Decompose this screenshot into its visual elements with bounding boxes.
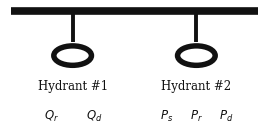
Text: Hydrant #2: Hydrant #2 bbox=[161, 80, 231, 93]
Text: $P_s$: $P_s$ bbox=[160, 109, 174, 124]
Text: Hydrant #1: Hydrant #1 bbox=[38, 80, 108, 93]
Circle shape bbox=[178, 46, 215, 65]
Text: $Q_d$: $Q_d$ bbox=[86, 109, 102, 124]
Text: $P_r$: $P_r$ bbox=[190, 109, 203, 124]
Text: $P_d$: $P_d$ bbox=[219, 109, 233, 124]
Text: $Q_r$: $Q_r$ bbox=[44, 109, 59, 124]
Circle shape bbox=[54, 46, 91, 65]
